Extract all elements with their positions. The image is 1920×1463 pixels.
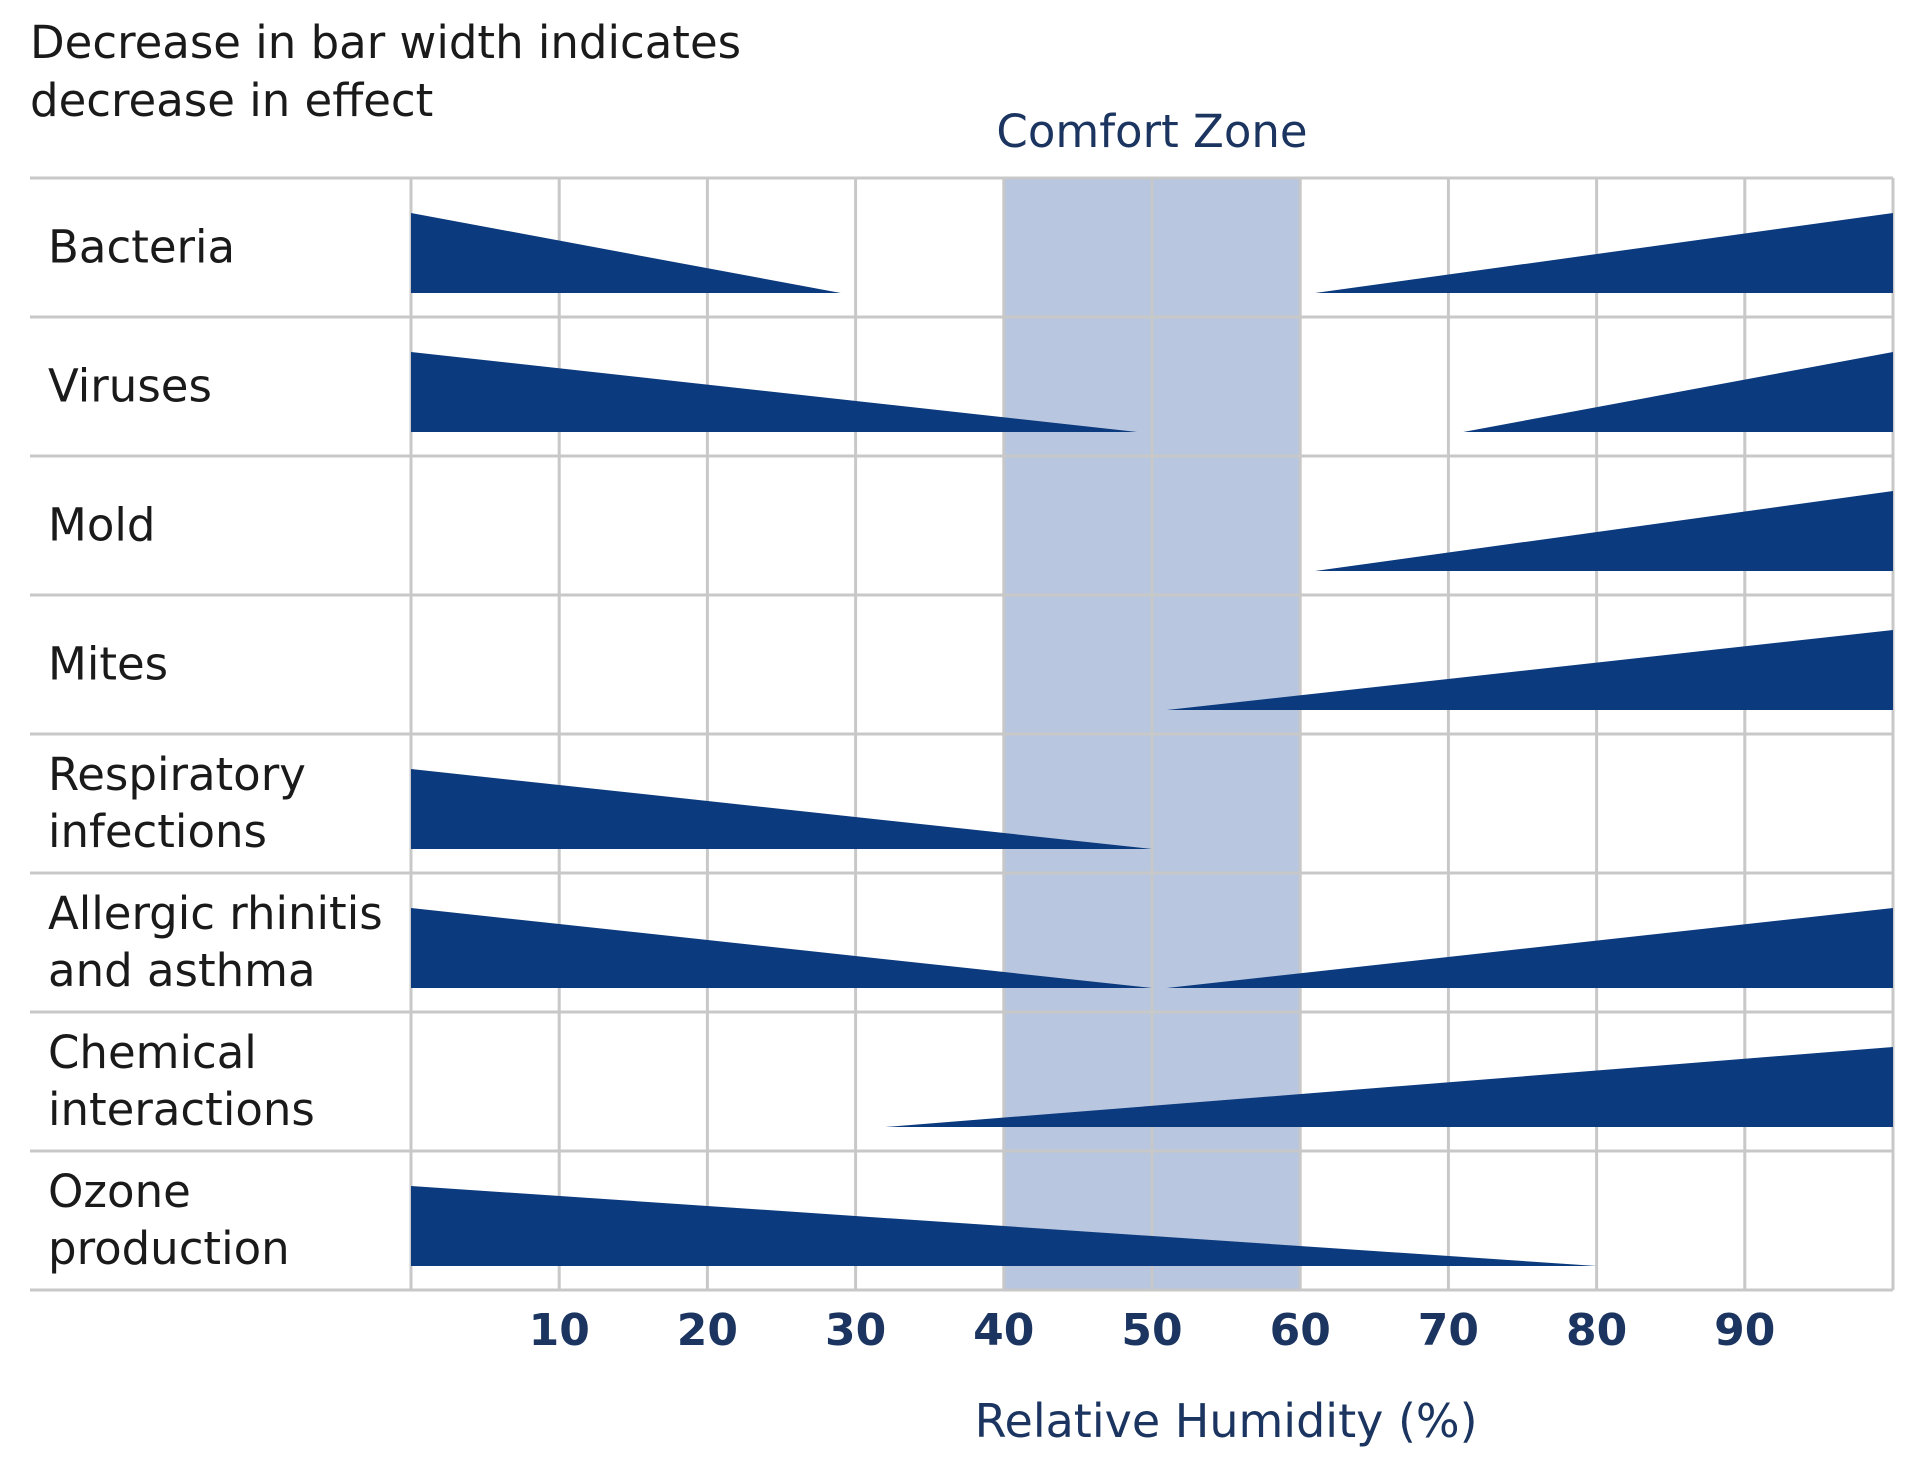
effect-wedge-bar xyxy=(411,352,1138,432)
category-label: Respiratory xyxy=(48,748,306,801)
comfort-zone-label: Comfort Zone xyxy=(996,105,1307,158)
category-label: and asthma xyxy=(48,944,316,997)
x-tick-label: 10 xyxy=(529,1305,590,1356)
category-label: Allergic rhinitis xyxy=(48,887,383,940)
category-label: production xyxy=(48,1222,290,1275)
category-label: interactions xyxy=(48,1083,315,1136)
effect-wedge-bar xyxy=(1166,630,1893,710)
category-label: Mites xyxy=(48,638,168,691)
x-tick-label: 40 xyxy=(973,1305,1034,1356)
effect-wedge-bar xyxy=(1315,213,1893,293)
x-tick-label: 90 xyxy=(1714,1305,1775,1356)
effect-wedge-bar xyxy=(1166,908,1893,988)
x-tick-label: 20 xyxy=(677,1305,738,1356)
category-label: Chemical xyxy=(48,1026,257,1079)
effect-wedge-bar xyxy=(411,769,1152,849)
x-tick-label: 80 xyxy=(1566,1305,1627,1356)
effect-wedge-bar xyxy=(411,1186,1597,1266)
category-label: Ozone xyxy=(48,1165,191,1218)
effect-wedge-bar xyxy=(1463,352,1893,432)
effect-wedge-bar xyxy=(1315,491,1893,571)
x-tick-label: 30 xyxy=(825,1305,886,1356)
effect-wedge-bar xyxy=(411,908,1152,988)
chart-note-line-1: Decrease in bar width indicates xyxy=(30,16,741,69)
effect-wedge-bar xyxy=(411,213,841,293)
category-label: Viruses xyxy=(48,360,212,413)
category-label: Bacteria xyxy=(48,221,235,274)
category-label: infections xyxy=(48,805,267,858)
effect-wedge-bar xyxy=(885,1047,1893,1127)
x-tick-label: 50 xyxy=(1121,1305,1182,1356)
category-label: Mold xyxy=(48,499,155,552)
x-tick-label: 70 xyxy=(1418,1305,1479,1356)
x-tick-label: 60 xyxy=(1270,1305,1331,1356)
x-axis-title: Relative Humidity (%) xyxy=(975,1394,1478,1448)
chart-note-line-2: decrease in effect xyxy=(30,74,433,127)
